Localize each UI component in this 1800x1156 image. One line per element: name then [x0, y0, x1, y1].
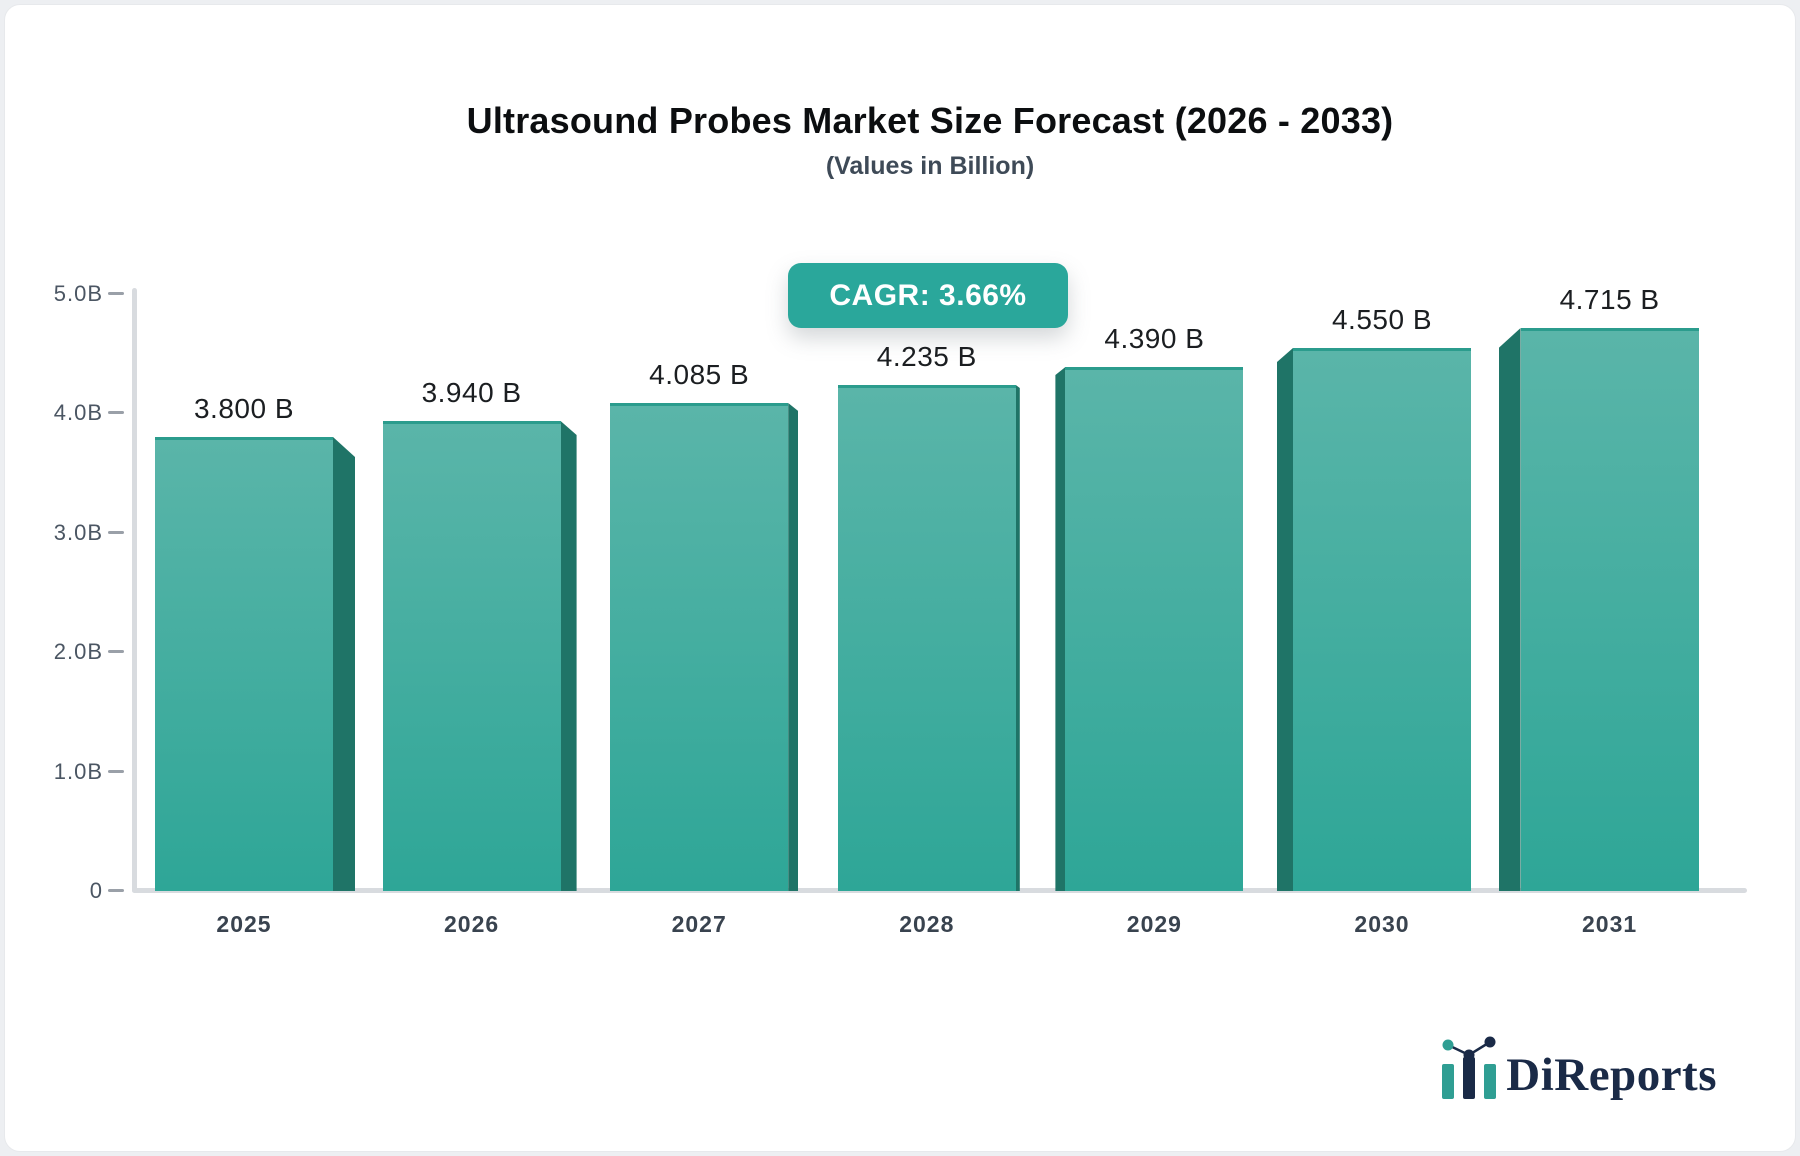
bar-2026 — [382, 421, 577, 891]
bar-value-label: 3.800 B — [193, 393, 295, 424]
bar-value-label: 4.390 B — [1104, 323, 1205, 354]
bar-bevel — [1055, 367, 1066, 891]
chart-title: Ultrasound Probes Market Size Forecast (… — [466, 100, 1394, 141]
bar-value-label: 4.235 B — [876, 341, 977, 372]
bar-bevel — [560, 421, 577, 891]
bar-face — [1520, 328, 1699, 891]
chart-subtitle: (Values in Billion) — [825, 152, 1035, 180]
bar-face — [1065, 367, 1244, 891]
y-axis-line — [132, 288, 137, 893]
cagr-badge: CAGR: 3.66% — [788, 263, 1068, 328]
bar-2029 — [1055, 367, 1244, 891]
direports-logo: DiReports — [1438, 1033, 1717, 1099]
y-tick-label: 1.0B — [53, 758, 103, 784]
bar-face — [610, 403, 789, 891]
x-tick-label: 2030 — [1354, 911, 1410, 937]
bar-value-label: 4.085 B — [649, 359, 750, 390]
bar-value-label: 4.715 B — [1559, 284, 1660, 315]
y-tick-dash — [108, 769, 124, 773]
y-tick-dash — [108, 411, 124, 415]
y-tick-dash — [108, 530, 124, 534]
bar-2031 — [1498, 328, 1699, 891]
y-tick-dash — [108, 889, 124, 892]
y-tick-label: 3.0B — [53, 519, 103, 545]
bar-bevel — [1498, 328, 1521, 891]
bar-chart-icon — [1442, 1036, 1497, 1099]
x-tick-label: 2028 — [899, 911, 955, 937]
y-tick-label: 5.0B — [53, 281, 103, 306]
bar-bevel — [788, 403, 799, 891]
bar-2030 — [1277, 348, 1471, 891]
y-tick-label: 2.0B — [53, 639, 103, 665]
bar-face — [837, 385, 1016, 891]
bar-face — [1293, 348, 1471, 891]
bar-2025 — [155, 437, 355, 891]
bar-2027 — [610, 403, 799, 891]
bar-bevel — [1277, 348, 1293, 891]
x-tick-label: 2025 — [216, 911, 272, 937]
logo-text: DiReports — [1506, 1049, 1717, 1101]
y-tick-dash — [108, 650, 124, 654]
bar-face — [382, 421, 561, 891]
bar-value-label: 4.550 B — [1331, 304, 1433, 335]
y-tick-label: 0 — [89, 878, 103, 903]
x-tick-label: 2027 — [671, 911, 727, 937]
chart-card: Ultrasound Probes Market Size Forecast (… — [4, 4, 1796, 1152]
bar-2028 — [837, 385, 1020, 891]
bar-bevel — [1015, 385, 1020, 891]
x-tick-label: 2031 — [1582, 911, 1638, 937]
y-tick-label: 4.0B — [53, 400, 103, 426]
bar-face — [155, 437, 333, 891]
bar-value-label: 3.940 B — [421, 377, 522, 408]
x-tick-label: 2026 — [444, 911, 500, 937]
x-tick-label: 2029 — [1126, 911, 1182, 937]
bar-bevel — [333, 437, 355, 891]
y-tick-dash — [108, 292, 124, 295]
